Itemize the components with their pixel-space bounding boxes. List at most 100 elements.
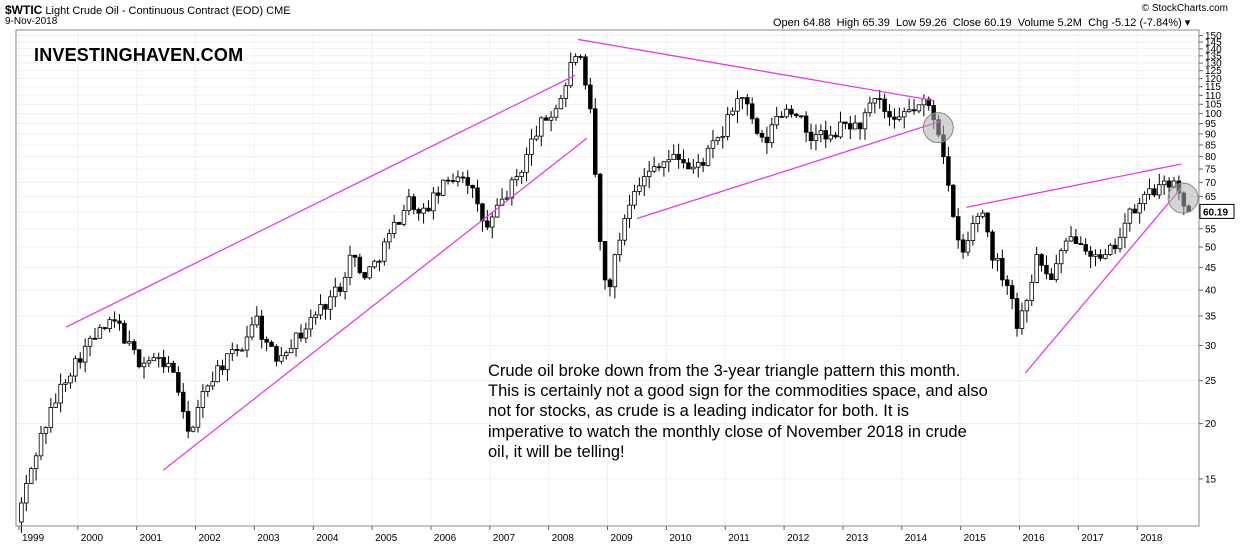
candle-body (362, 272, 367, 279)
candle-body (465, 177, 470, 186)
candle-body (573, 56, 578, 63)
x-tick-label: 2007 (493, 533, 516, 544)
y-tick-label: 130 (1205, 59, 1222, 70)
candle-body (686, 162, 691, 170)
candle-body (946, 156, 951, 186)
candle-body (970, 223, 976, 241)
candle-body (440, 179, 446, 196)
candle-body (1107, 244, 1113, 255)
candle-body (396, 221, 402, 225)
candle-body (1044, 264, 1049, 275)
high-value: 65.39 (862, 17, 890, 29)
candle-body (279, 355, 284, 362)
candle-body (234, 349, 240, 351)
candle-body (1161, 180, 1167, 186)
y-tick-label: 30 (1205, 341, 1217, 352)
candle-body (470, 184, 475, 189)
candle-body (955, 216, 961, 241)
breakdown-highlight (1167, 182, 1199, 214)
candle-body (607, 279, 613, 288)
y-tick-label: 120 (1205, 74, 1222, 85)
candle-body (102, 327, 108, 329)
y-tick-label: 75 (1205, 165, 1217, 176)
candle-body (730, 110, 735, 116)
low-value: 59.26 (919, 17, 947, 29)
y-tick-label: 40 (1205, 286, 1217, 297)
y-tick-label: 55 (1205, 224, 1217, 235)
candle-body (892, 116, 897, 120)
candle-body (127, 341, 132, 344)
candle-body (303, 328, 309, 339)
candle-body (656, 166, 662, 169)
candle-body (872, 98, 878, 104)
y-tick-label: 145 (1205, 38, 1222, 49)
candle-body (1098, 254, 1103, 259)
candle-body (200, 391, 206, 408)
candle-body (181, 391, 186, 412)
candle-body (759, 132, 765, 138)
candle-body (416, 209, 421, 214)
candle-body (1132, 208, 1137, 214)
candle-body (19, 502, 24, 523)
candle-body (602, 241, 608, 281)
candle-body (558, 98, 564, 110)
candle-body (1019, 310, 1025, 329)
breakdown-highlight (922, 112, 954, 144)
chg-down-icon[interactable]: ▾ (1184, 17, 1191, 29)
candle-body (38, 433, 44, 457)
x-tick-label: 2002 (199, 533, 222, 544)
candle-body (862, 112, 868, 130)
candle-body (583, 56, 588, 86)
candle-body (357, 256, 363, 273)
y-tick-label: 95 (1205, 119, 1217, 130)
candle-body (450, 180, 456, 182)
candle-body (877, 98, 882, 100)
volume-label: Volume (1017, 17, 1055, 29)
candle-body (293, 332, 299, 349)
candle-body (230, 349, 235, 355)
y-tick-label: 125 (1205, 66, 1222, 77)
candle-body (539, 117, 544, 137)
candle-body (269, 341, 274, 347)
candle-body (1142, 193, 1147, 205)
candle-body (249, 324, 255, 338)
candle-body (1034, 254, 1039, 283)
candle-body (779, 116, 784, 118)
candle-body (798, 115, 804, 118)
candle-body (789, 108, 794, 115)
candle-body (1093, 254, 1098, 257)
x-tick-label: 2009 (611, 533, 634, 544)
candle-body (833, 134, 838, 138)
candle-body (313, 314, 318, 318)
brand-watermark: INVESTINGHAVEN.COM (34, 45, 244, 65)
candle-body (848, 123, 853, 130)
y-tick-label: 100 (1205, 109, 1222, 120)
candle-body (490, 216, 495, 228)
candle-body (774, 116, 779, 126)
y-tick-label: 115 (1205, 82, 1221, 93)
candle-body (514, 176, 520, 181)
candle-body (377, 260, 382, 263)
candle-body (990, 231, 995, 261)
candle-body (1004, 279, 1010, 286)
candle-body (1137, 203, 1142, 214)
source-credit[interactable]: © StockCharts.com (1141, 3, 1228, 14)
candle-body (391, 221, 397, 234)
candle-body (534, 135, 539, 140)
candle-body (794, 113, 799, 117)
candle-body (421, 207, 426, 214)
candle-body (911, 109, 917, 112)
y-tick-label: 25 (1205, 376, 1217, 387)
y-tick-label: 135 (1205, 51, 1222, 62)
candle-body (58, 383, 63, 404)
candle-body (671, 153, 676, 161)
candle-body (244, 336, 250, 351)
close-label: Close (952, 17, 982, 29)
candle-body (176, 372, 181, 393)
open-label: Open (773, 17, 800, 29)
candle-body (1103, 254, 1108, 259)
candle-body (1078, 243, 1084, 245)
candle-body (28, 468, 34, 484)
candle-body (485, 220, 490, 228)
candle-body (352, 254, 358, 258)
